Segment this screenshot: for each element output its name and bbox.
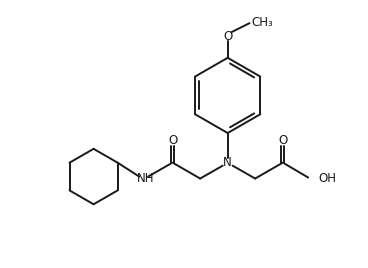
Text: O: O (168, 135, 177, 147)
Text: O: O (278, 135, 287, 147)
Text: OH: OH (318, 172, 336, 185)
Text: O: O (223, 29, 232, 43)
Text: CH₃: CH₃ (251, 16, 273, 29)
Text: NH: NH (137, 172, 154, 185)
Text: N: N (223, 156, 232, 169)
